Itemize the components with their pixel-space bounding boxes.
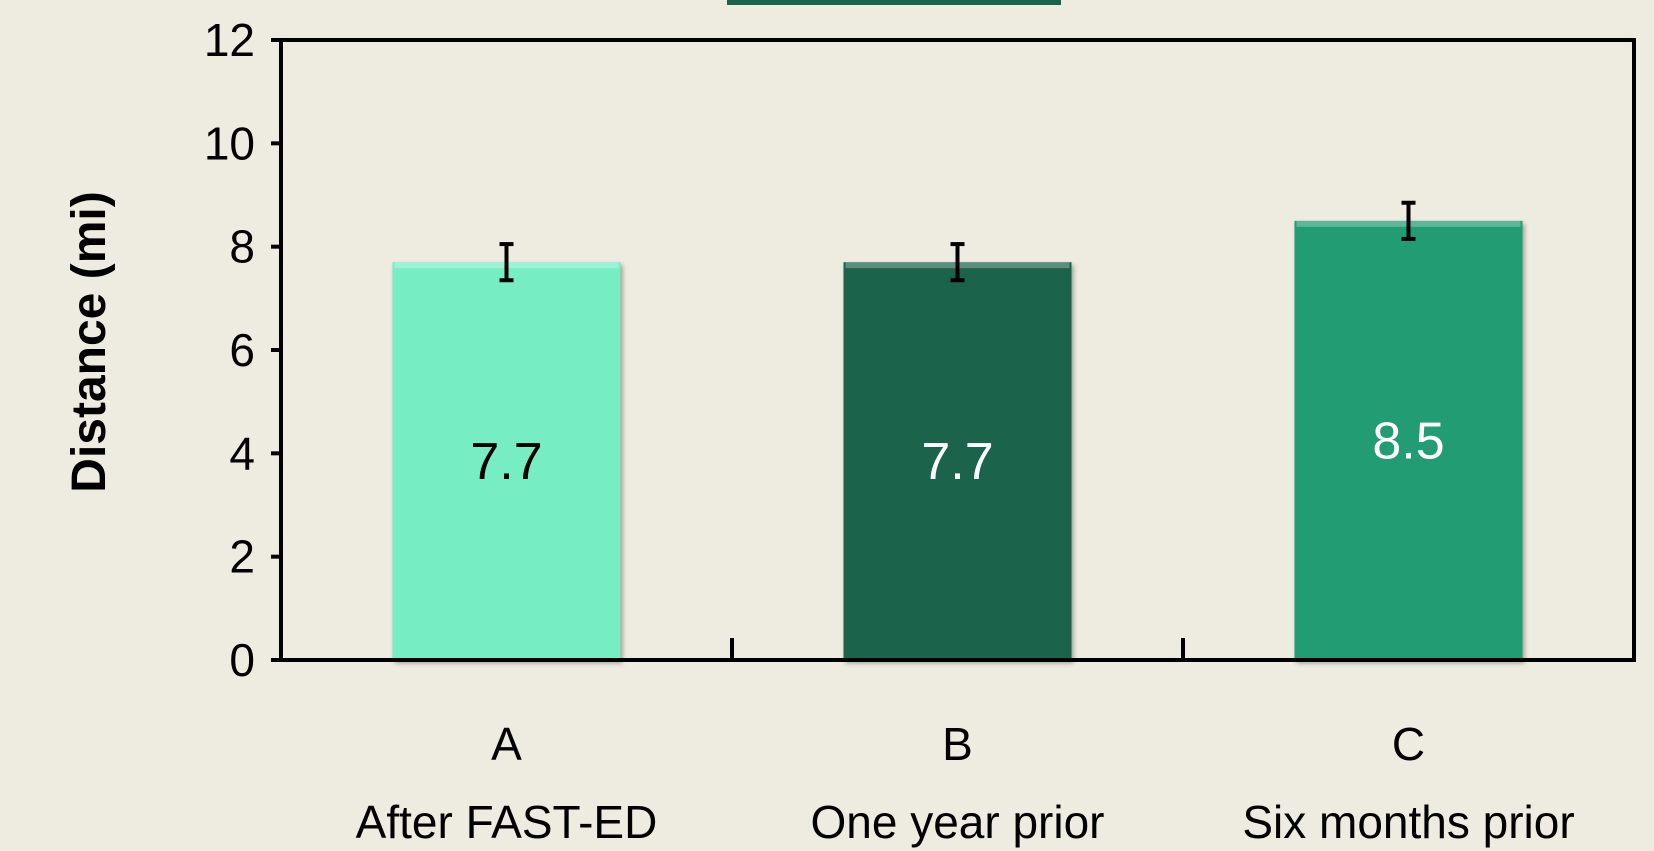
category-name-c: Six months prior bbox=[1242, 796, 1574, 848]
value-label-b: 7.7 bbox=[921, 433, 993, 491]
axes-layer: A After FAST-ED B One year prior C Six months… bbox=[204, 14, 1636, 848]
y-tick-label-4: 4 bbox=[229, 427, 255, 479]
y-tick-label-0: 0 bbox=[229, 634, 255, 686]
category-letter-c: C bbox=[1392, 718, 1425, 770]
y-tick-label-2: 2 bbox=[229, 531, 255, 583]
category-name-b: One year prior bbox=[810, 796, 1104, 848]
top-accent-bar bbox=[727, 0, 1061, 5]
y-tick-label-10: 10 bbox=[204, 117, 255, 169]
value-label-c: 8.5 bbox=[1372, 412, 1444, 470]
bars-layer: 7.7 7.7 8.5 bbox=[392, 200, 1523, 661]
bar-a bbox=[392, 262, 621, 660]
category-letter-a: A bbox=[491, 718, 522, 770]
value-label-a: 7.7 bbox=[470, 433, 542, 491]
y-tick-label-12: 12 bbox=[204, 14, 255, 66]
error-bar-c bbox=[1401, 200, 1416, 241]
bar-c bbox=[1294, 220, 1523, 661]
y-tick-label-6: 6 bbox=[229, 324, 255, 376]
error-bar-b bbox=[950, 242, 965, 283]
category-letter-b: B bbox=[942, 718, 973, 770]
error-bar-a bbox=[499, 242, 514, 283]
y-tick-label-8: 8 bbox=[229, 221, 255, 273]
y-axis-title: Distance (mi) bbox=[63, 191, 116, 492]
bar-b bbox=[843, 262, 1072, 660]
category-name-a: After FAST-ED bbox=[356, 796, 658, 848]
